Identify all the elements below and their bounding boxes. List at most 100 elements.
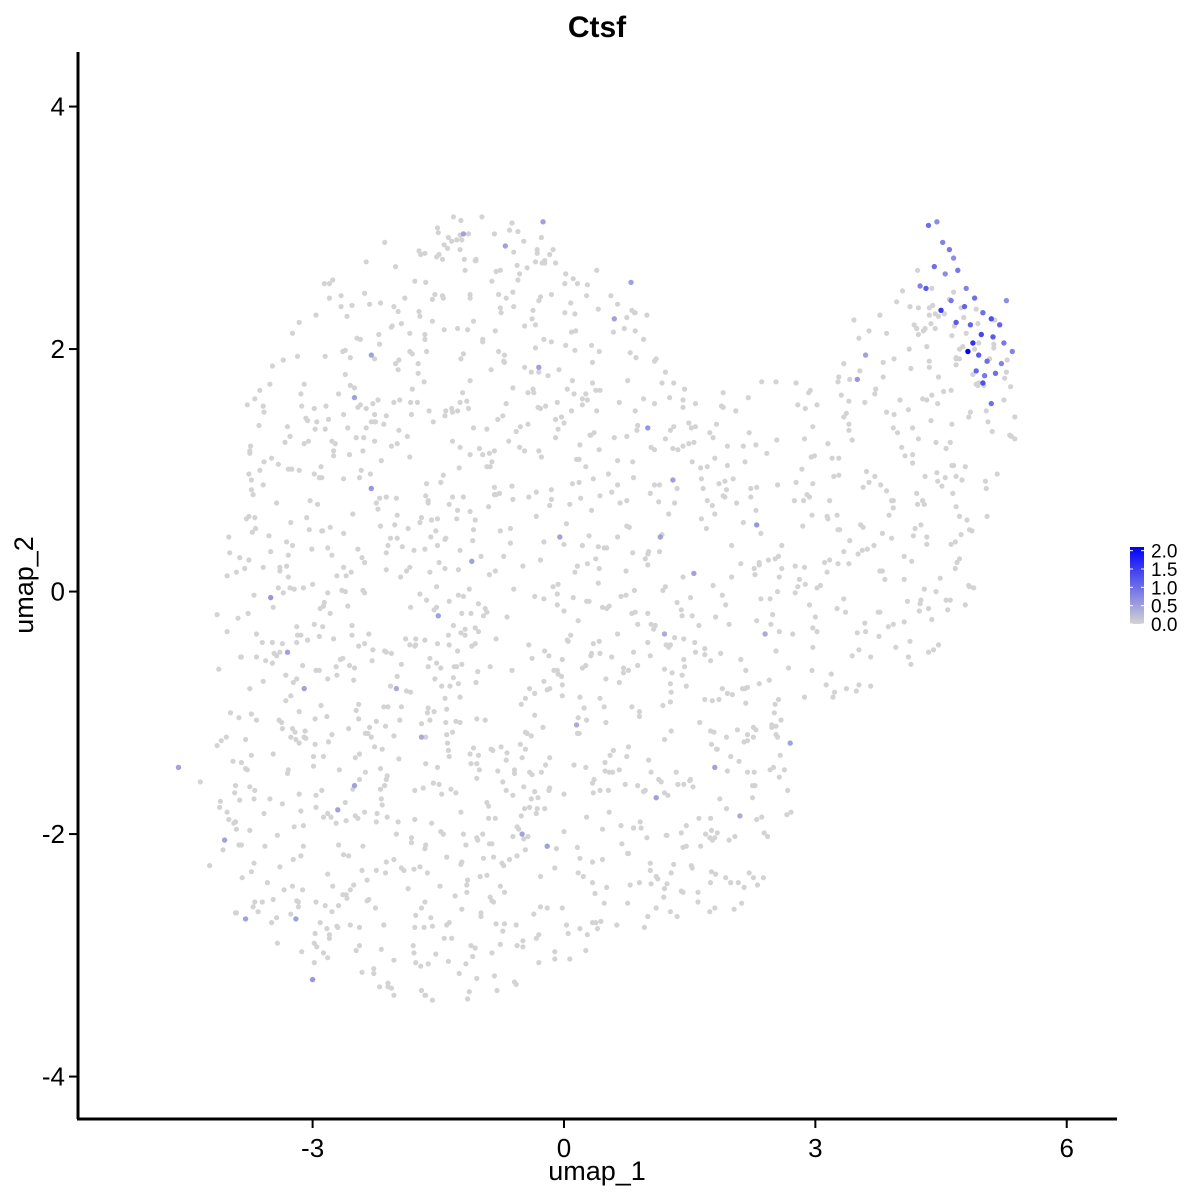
expressing-cell-point: [469, 558, 475, 564]
cell-point: [667, 427, 674, 433]
cell-point: [1012, 436, 1018, 442]
cell-point: [465, 405, 472, 412]
cell-point: [398, 661, 404, 667]
cell-point: [391, 992, 397, 998]
cell-point: [398, 321, 404, 327]
cell-point: [463, 961, 469, 967]
cell-point: [662, 369, 669, 375]
cell-point: [372, 356, 378, 362]
cell-point: [282, 439, 288, 445]
cell-point: [704, 464, 710, 470]
cell-point: [333, 664, 339, 670]
cell-point: [590, 641, 596, 647]
y-tick-label: 0: [51, 577, 65, 607]
cell-point: [672, 635, 678, 641]
cell-point: [299, 403, 305, 409]
cell-point: [945, 607, 951, 613]
cell-point: [841, 596, 847, 602]
cell-point: [454, 664, 460, 670]
cell-point: [289, 330, 296, 336]
y-tick-label: -4: [42, 1062, 65, 1092]
cell-point: [583, 464, 589, 470]
cell-point: [356, 943, 363, 949]
cell-point: [407, 642, 413, 648]
cell-point: [422, 546, 428, 552]
cell-point: [377, 984, 383, 990]
cell-point: [326, 281, 332, 287]
cell-point: [857, 368, 863, 374]
cell-point: [538, 454, 545, 460]
cell-point: [584, 561, 591, 567]
cell-point: [331, 636, 337, 642]
cell-point: [346, 662, 353, 669]
cell-point: [635, 662, 641, 669]
cell-point: [227, 710, 234, 716]
cell-point: [937, 575, 943, 581]
cell-point: [404, 433, 410, 439]
cell-point: [438, 479, 444, 485]
cell-point: [378, 458, 384, 464]
cell-point: [398, 574, 404, 580]
cell-point: [667, 909, 674, 915]
cell-point: [948, 541, 954, 547]
cell-point: [1004, 357, 1010, 363]
cell-point: [266, 533, 272, 539]
cell-point: [354, 335, 360, 341]
cell-point: [463, 842, 469, 848]
cell-point: [939, 483, 945, 489]
expressing-cell-point: [971, 295, 978, 301]
cell-point: [624, 753, 630, 760]
expressing-cell-point: [946, 246, 953, 253]
cell-point: [338, 304, 344, 310]
cell-point: [517, 444, 523, 450]
cell-point: [385, 542, 391, 549]
cell-point: [700, 485, 706, 492]
expressing-cell-point: [1003, 297, 1010, 304]
cell-point: [248, 443, 254, 449]
cell-point: [333, 820, 339, 826]
cell-point: [809, 512, 815, 518]
cell-point: [739, 900, 745, 906]
cell-point: [561, 791, 567, 797]
cell-point: [902, 453, 908, 459]
cell-point: [334, 573, 340, 579]
cell-point: [377, 341, 383, 347]
cell-point: [464, 882, 470, 888]
cell-point: [592, 890, 598, 897]
cell-point: [713, 871, 719, 877]
cell-point: [589, 380, 596, 386]
cell-point: [434, 660, 440, 666]
cell-point: [575, 870, 581, 876]
cell-point: [570, 595, 576, 601]
cell-point: [647, 867, 653, 874]
expressing-cell-point: [992, 370, 999, 376]
cell-point: [442, 413, 448, 419]
colorbar-tick-label: 1.5: [1151, 560, 1177, 581]
cell-point: [537, 904, 544, 910]
cell-point: [890, 505, 896, 511]
cell-point: [615, 534, 621, 540]
cell-point: [301, 441, 307, 447]
cell-point: [310, 581, 316, 587]
cell-point: [417, 864, 423, 870]
cell-point: [740, 519, 746, 526]
cell-point: [933, 439, 939, 445]
cell-point: [555, 426, 561, 432]
cell-point: [429, 923, 435, 929]
cell-point: [446, 753, 452, 760]
cell-point: [538, 234, 545, 241]
cell-point: [446, 598, 452, 604]
cell-point: [749, 795, 756, 801]
cell-point: [859, 547, 865, 553]
cell-point: [829, 455, 835, 461]
cell-point: [305, 637, 311, 643]
cell-point: [912, 525, 918, 532]
cell-point: [443, 535, 449, 541]
cell-point: [383, 413, 389, 419]
cell-point: [494, 987, 500, 994]
cell-point: [576, 479, 582, 485]
cell-point: [575, 715, 581, 721]
expressing-cell-point: [963, 285, 969, 292]
cell-point: [439, 293, 446, 299]
cell-point: [268, 549, 274, 555]
